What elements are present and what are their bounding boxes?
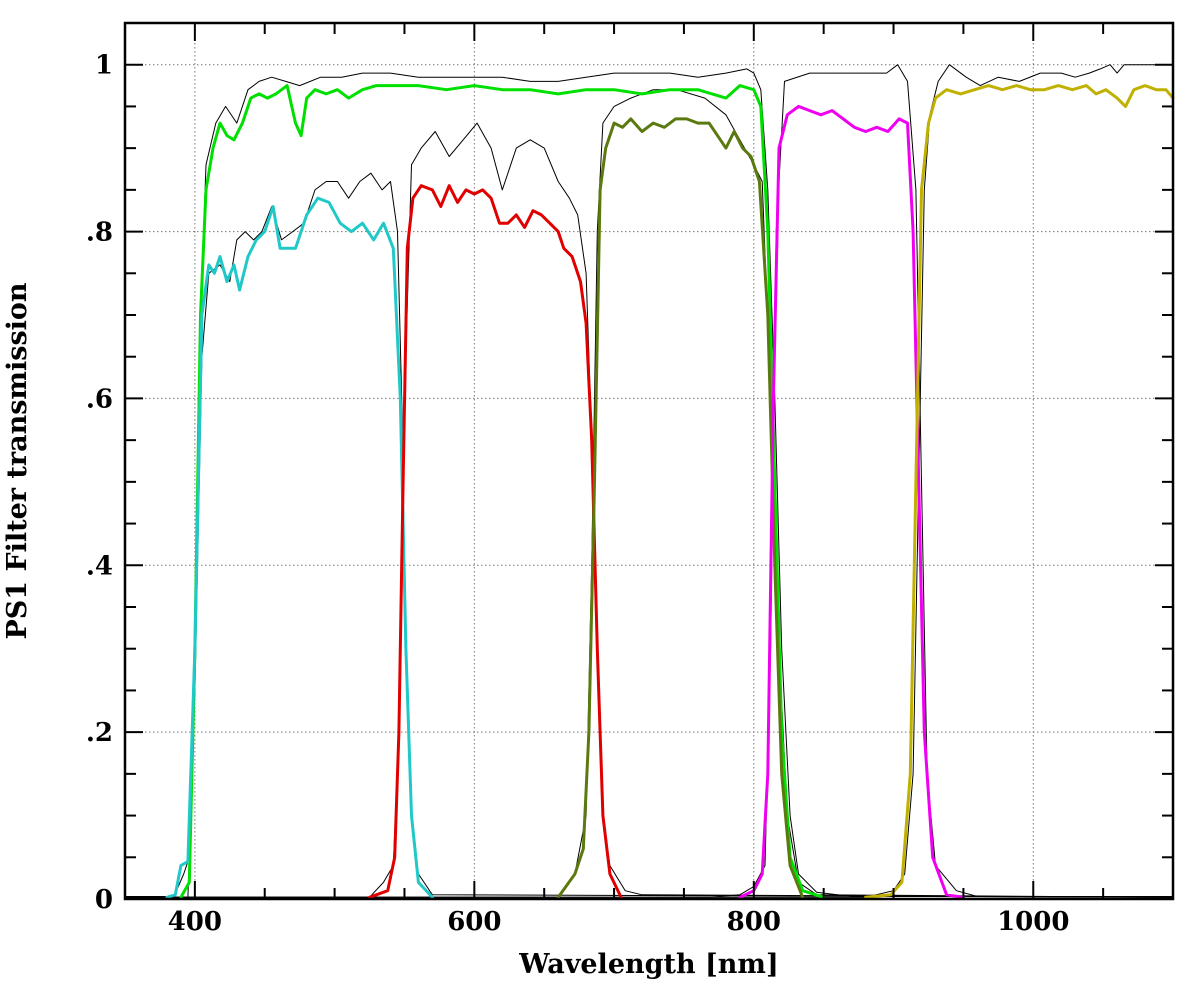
series-line-8 [368,184,623,899]
tick-layer: 400 600 800 1000 0 .2 .4 .6 .8 1 [86,23,1174,937]
series-line-10 [738,104,965,899]
x-tick-label-1: 600 [447,907,501,937]
series-line-1 [124,172,1174,898]
y-tick-label-4: .8 [86,218,113,248]
y-tick-label-5: 1 [95,51,113,81]
y-tick-label-1: .2 [86,718,113,748]
axes-layer [123,21,1175,901]
series-line-0 [124,68,1174,897]
series-layer [124,64,1175,899]
series-line-4 [124,64,1174,898]
plot-frame [123,21,1175,901]
y-tick-label-3: .6 [86,384,113,414]
y-axis-label: PS1 Filter transmission [2,282,33,639]
series-line-6 [179,84,826,899]
series-line-11 [864,84,1175,899]
x-tick-label-0: 400 [168,907,222,937]
grid-layer [125,23,1173,899]
y-tick-label-0: 0 [95,885,113,915]
x-tick-label-3: 1000 [997,907,1069,937]
series-line-9 [556,117,805,899]
series-line-5 [124,64,1174,898]
x-tick-label-2: 800 [727,907,781,937]
x-axis-label: Wavelength [nm] [518,949,779,980]
y-tick-label-2: .4 [86,551,113,581]
series-line-7 [165,196,434,899]
series-line-3 [124,89,1174,898]
